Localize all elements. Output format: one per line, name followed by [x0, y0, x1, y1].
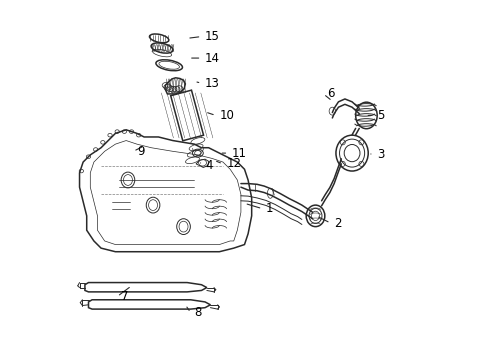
Text: 2: 2: [333, 216, 341, 230]
Text: 14: 14: [204, 51, 220, 64]
Text: 4: 4: [204, 159, 212, 172]
Text: 13: 13: [204, 77, 220, 90]
Text: 12: 12: [226, 157, 241, 170]
Text: 15: 15: [204, 30, 220, 43]
Text: 5: 5: [376, 109, 384, 122]
Text: 1: 1: [265, 202, 273, 215]
Text: 11: 11: [231, 147, 246, 159]
Text: 6: 6: [326, 87, 334, 100]
Text: 9: 9: [137, 145, 144, 158]
Text: 7: 7: [121, 290, 128, 303]
Text: 3: 3: [376, 148, 384, 161]
Text: 10: 10: [219, 109, 234, 122]
Text: 8: 8: [194, 306, 201, 319]
